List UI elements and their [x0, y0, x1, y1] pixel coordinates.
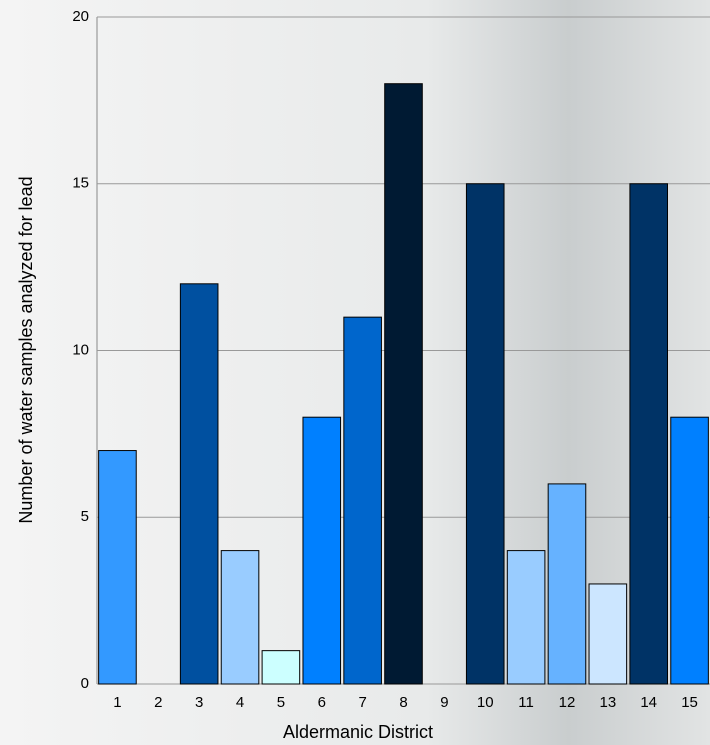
- bar: [261, 650, 301, 685]
- bar: [670, 416, 709, 685]
- y-tick-label: 10: [72, 341, 89, 358]
- x-tick-label: 11: [518, 694, 534, 711]
- bar: [506, 550, 546, 685]
- bar: [179, 283, 219, 685]
- x-tick-label: 12: [559, 694, 576, 711]
- bar: [302, 416, 342, 685]
- bar: [588, 583, 628, 685]
- bar: [343, 316, 382, 685]
- x-tick-label: 7: [358, 694, 366, 711]
- y-tick-label: 20: [72, 8, 89, 25]
- x-tick-label: 10: [477, 694, 494, 711]
- bar: [98, 450, 137, 685]
- x-tick-label: 3: [195, 694, 203, 711]
- y-tick-label: 0: [81, 675, 89, 692]
- bar: [384, 83, 423, 685]
- x-tick-label: 9: [440, 694, 448, 711]
- x-tick-label: 4: [236, 694, 244, 711]
- x-tick-label: 2: [154, 694, 162, 711]
- x-tick-label: 14: [640, 694, 657, 711]
- x-tick-label: 13: [599, 694, 616, 711]
- x-tick-label: 15: [681, 694, 698, 711]
- bar: [547, 483, 587, 685]
- y-tick-label: 15: [72, 175, 89, 192]
- x-axis-title: Aldermanic District: [283, 722, 433, 742]
- x-tick-label: 5: [277, 694, 285, 711]
- x-tick-label: 8: [399, 694, 407, 711]
- x-tick-label: 6: [318, 694, 326, 711]
- y-axis-title: Number of water samples analyzed for lea…: [16, 176, 36, 523]
- bar: [465, 183, 505, 685]
- x-tick-label: 1: [113, 694, 121, 711]
- bar: [220, 550, 260, 685]
- y-tick-label: 5: [81, 508, 89, 525]
- bar: [629, 183, 668, 685]
